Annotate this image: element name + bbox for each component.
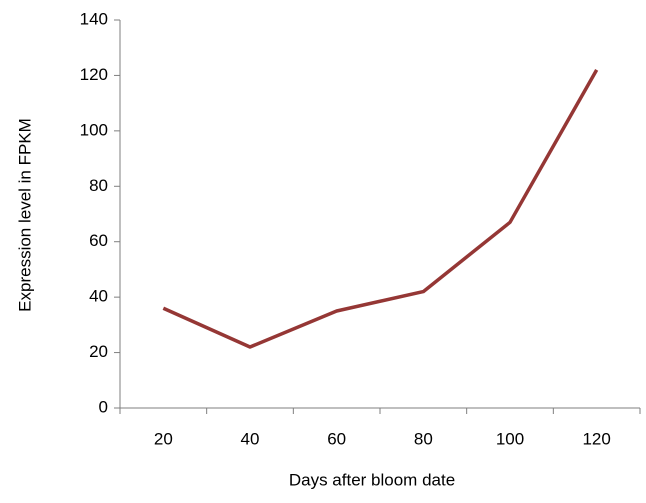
y-tick-label: 140 (80, 9, 108, 28)
x-tick-label: 60 (327, 429, 346, 448)
y-tick-label: 60 (89, 231, 108, 250)
x-tick-label: 40 (241, 429, 260, 448)
x-tick-label: 80 (414, 429, 433, 448)
y-tick-label: 40 (89, 287, 108, 306)
y-tick-label: 20 (89, 342, 108, 361)
x-axis-label: Days after bloom date (289, 470, 455, 489)
y-tick-label: 120 (80, 65, 108, 84)
y-axis-label: Expression level in FPKM (15, 118, 34, 312)
y-tick-label: 80 (89, 176, 108, 195)
data-line (162, 69, 599, 349)
x-tick-label: 100 (496, 429, 524, 448)
x-tick-label: 120 (582, 429, 610, 448)
y-tick-label: 0 (99, 397, 108, 416)
x-tick-label: 20 (154, 429, 173, 448)
y-tick-label: 100 (80, 120, 108, 139)
